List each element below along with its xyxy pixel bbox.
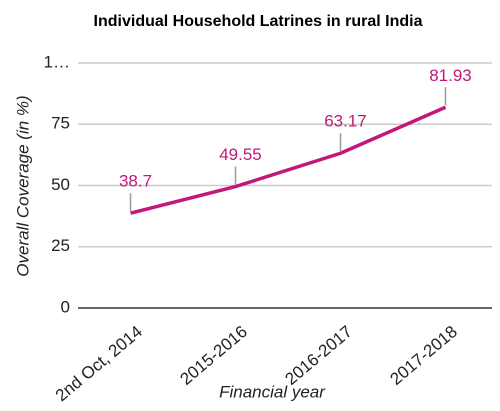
x-tick-label: 2017-2018 (386, 322, 461, 389)
y-axis-title: Overall Coverage (in %) (13, 95, 32, 276)
data-label: 81.93 (429, 66, 472, 85)
y-tick-label: 75 (51, 114, 70, 133)
data-label: 63.17 (324, 112, 367, 131)
x-tick-label: 2015-2016 (176, 322, 251, 389)
data-label: 38.7 (119, 172, 152, 191)
x-axis-title: Financial year (219, 382, 326, 401)
chart-title: Individual Household Latrines in rural I… (94, 13, 423, 30)
data-label: 49.55 (219, 145, 262, 164)
y-tick-label: 0 (61, 297, 70, 316)
y-tick-label: 50 (51, 175, 70, 194)
y-tick-label: 1… (44, 52, 70, 71)
x-tick-label: 2nd Oct, 2014 (52, 322, 146, 405)
y-tick-label: 25 (51, 236, 70, 255)
x-tick-label: 2016-2017 (281, 322, 356, 389)
line (130, 105, 447, 215)
